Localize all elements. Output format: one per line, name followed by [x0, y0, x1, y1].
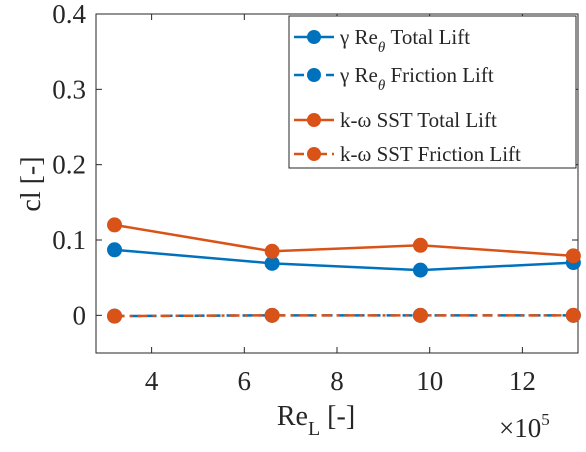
data-point [264, 307, 280, 323]
legend-label: k-ω SST Friction Lift [340, 142, 521, 166]
x-tick-label: 8 [330, 366, 344, 396]
legend: γ Reθ Total Lift γ Reθ Friction Lift k-ω S… [288, 15, 577, 169]
data-point [107, 242, 123, 258]
series-line [114, 314, 574, 318]
legend-swatch-marker [307, 147, 321, 161]
data-point [565, 307, 581, 323]
x-axis-label: ReL [-] [277, 401, 355, 440]
x-tick-label: 6 [238, 366, 252, 396]
data-point [107, 308, 123, 324]
legend-label: γ Reθ Total Lift [339, 25, 470, 56]
axis-labels: ReL [-] cl [-] ×105 [16, 156, 550, 443]
data-point [107, 217, 123, 233]
x-axis-exponent: ×105 [499, 410, 550, 443]
x-axis: 4 6 8 10 12 [145, 14, 536, 396]
y-tick-label: 0.1 [52, 225, 86, 255]
data-point [412, 307, 428, 323]
series-line [114, 314, 574, 318]
series-line [114, 248, 574, 272]
y-tick-label: 0 [73, 300, 87, 330]
series-line [114, 223, 574, 258]
y-axis-label: cl [-] [16, 156, 47, 211]
y-tick-label: 0.2 [52, 150, 86, 180]
x-tick-label: 10 [416, 366, 443, 396]
series-2 [107, 217, 581, 264]
data-point [412, 237, 428, 253]
series-3 [107, 307, 581, 324]
x-tick-label: 4 [145, 366, 159, 396]
legend-label: k-ω SST Total Lift [340, 108, 497, 132]
series-layer [107, 217, 581, 324]
y-axis: 0 0.1 0.2 0.3 0.4 [52, 0, 578, 330]
legend-swatch-marker [307, 68, 321, 82]
legend-swatch-marker [307, 113, 321, 127]
data-point [412, 262, 428, 278]
legend-label: γ Reθ Friction Lift [339, 63, 494, 94]
legend-swatch-marker [307, 30, 321, 44]
legend-box [288, 15, 577, 169]
data-point [565, 248, 581, 264]
y-tick-label: 0.4 [52, 0, 86, 29]
data-point [264, 243, 280, 259]
y-tick-label: 0.3 [52, 74, 86, 104]
x-tick-label: 12 [509, 366, 536, 396]
